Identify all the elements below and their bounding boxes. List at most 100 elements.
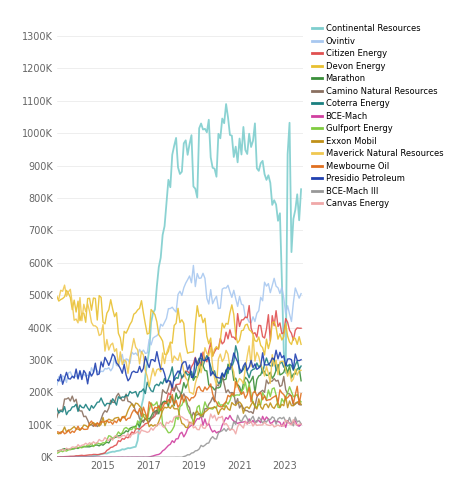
Citizen Energy: [154, 408, 160, 414]
Exxon Mobil: [183, 424, 189, 430]
BCE-Mach: [156, 451, 162, 457]
Line: Continental Resources: Continental Resources: [57, 104, 301, 457]
Coterra Energy: [64, 412, 69, 417]
Gulfport Energy: [154, 399, 160, 405]
Citizen Energy: [265, 312, 271, 318]
BCE-Mach: [267, 420, 273, 426]
BCE-Mach III: [181, 454, 187, 460]
Ovintiv: [154, 332, 160, 338]
Maverick Natural Resources: [298, 367, 304, 373]
Line: Coterra Energy: Coterra Energy: [57, 346, 301, 414]
Devon Energy: [54, 293, 60, 299]
BCE-Mach: [54, 454, 60, 460]
Presidio Petroleum: [265, 362, 271, 368]
Marathon: [114, 434, 119, 440]
Marathon: [154, 408, 160, 414]
Presidio Petroleum: [145, 359, 150, 365]
BCE-Mach III: [114, 454, 119, 460]
Mewbourne Oil: [291, 401, 296, 407]
Maverick Natural Resources: [183, 375, 189, 381]
BCE-Mach: [291, 419, 296, 425]
Mewbourne Oil: [183, 393, 189, 399]
Line: Citizen Energy: Citizen Energy: [57, 306, 301, 457]
BCE-Mach III: [154, 454, 160, 460]
Camino Natural Resources: [291, 403, 296, 409]
Line: Presidio Petroleum: Presidio Petroleum: [57, 350, 301, 388]
BCE-Mach: [298, 421, 304, 427]
Maverick Natural Resources: [191, 391, 196, 397]
Canvas Energy: [114, 433, 119, 439]
Continental Resources: [114, 448, 119, 454]
BCE-Mach III: [298, 421, 304, 427]
Maverick Natural Resources: [291, 376, 296, 382]
Ovintiv: [54, 382, 60, 388]
Line: Marathon: Marathon: [57, 364, 301, 451]
Presidio Petroleum: [298, 357, 304, 363]
Devon Energy: [291, 335, 296, 341]
Coterra Energy: [291, 367, 296, 373]
Maverick Natural Resources: [116, 363, 121, 369]
Legend: Continental Resources, Ovintiv, Citizen Energy, Devon Energy, Marathon, Camino N: Continental Resources, Ovintiv, Citizen …: [312, 24, 443, 208]
Exxon Mobil: [116, 414, 121, 420]
BCE-Mach III: [145, 454, 150, 460]
Canvas Energy: [154, 422, 160, 428]
Marathon: [289, 375, 294, 381]
BCE-Mach: [183, 430, 189, 436]
Line: Devon Energy: Devon Energy: [57, 290, 301, 356]
Ovintiv: [265, 281, 271, 287]
Camino Natural Resources: [298, 402, 304, 408]
Citizen Energy: [54, 454, 60, 460]
Continental Resources: [223, 101, 229, 107]
Camino Natural Resources: [146, 418, 152, 424]
Presidio Petroleum: [114, 360, 119, 366]
Coterra Energy: [156, 383, 162, 389]
Marathon: [265, 372, 271, 378]
Continental Resources: [289, 249, 294, 255]
Mewbourne Oil: [298, 391, 304, 397]
Canvas Energy: [181, 415, 187, 421]
Exxon Mobil: [146, 424, 152, 430]
Maverick Natural Resources: [62, 282, 67, 288]
Devon Energy: [64, 287, 69, 293]
BCE-Mach III: [54, 454, 60, 460]
Mewbourne Oil: [116, 416, 121, 422]
Presidio Petroleum: [169, 385, 175, 391]
Mewbourne Oil: [156, 404, 162, 410]
Maverick Natural Resources: [54, 295, 60, 301]
Gulfport Energy: [298, 399, 304, 405]
Presidio Petroleum: [54, 377, 60, 383]
Maverick Natural Resources: [267, 380, 273, 386]
Camino Natural Resources: [94, 423, 100, 429]
BCE-Mach: [227, 413, 233, 418]
Line: BCE-Mach: BCE-Mach: [57, 415, 301, 457]
Marathon: [181, 380, 187, 386]
BCE-Mach: [116, 454, 121, 460]
Line: Camino Natural Resources: Camino Natural Resources: [57, 375, 301, 426]
Line: Gulfport Energy: Gulfport Energy: [57, 382, 301, 453]
Ovintiv: [114, 362, 119, 368]
Devon Energy: [298, 341, 304, 347]
Devon Energy: [267, 338, 273, 344]
Exxon Mobil: [156, 418, 162, 424]
Continental Resources: [54, 454, 60, 460]
Presidio Petroleum: [183, 359, 189, 365]
Canvas Energy: [289, 422, 294, 428]
Exxon Mobil: [283, 393, 289, 399]
Canvas Energy: [54, 448, 60, 454]
Exxon Mobil: [265, 405, 271, 411]
Citizen Energy: [298, 325, 304, 331]
Coterra Energy: [146, 384, 152, 390]
Presidio Petroleum: [291, 366, 296, 372]
Ovintiv: [289, 319, 294, 325]
Coterra Energy: [267, 363, 273, 369]
Citizen Energy: [289, 331, 294, 336]
Continental Resources: [154, 283, 160, 289]
Ovintiv: [191, 262, 196, 268]
BCE-Mach: [56, 454, 62, 460]
Camino Natural Resources: [54, 414, 60, 420]
Canvas Energy: [208, 411, 214, 417]
Maverick Natural Resources: [156, 366, 162, 372]
Line: Ovintiv: Ovintiv: [57, 265, 301, 385]
Camino Natural Resources: [116, 391, 121, 397]
Citizen Energy: [114, 442, 119, 448]
